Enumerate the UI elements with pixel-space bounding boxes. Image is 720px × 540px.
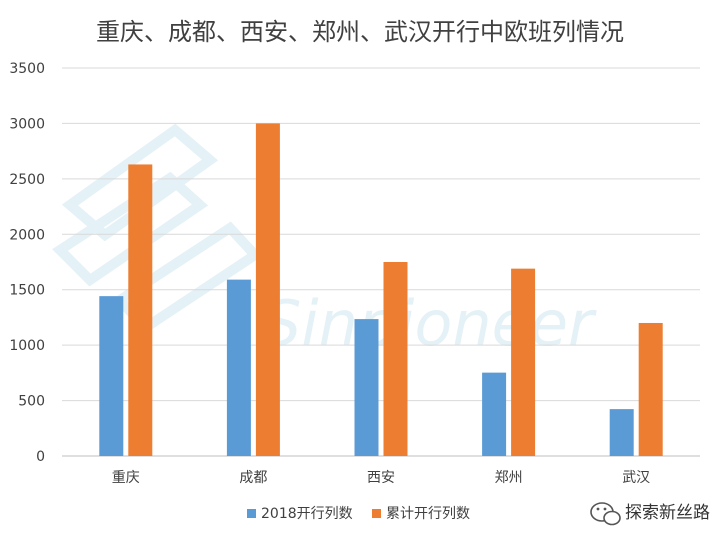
- y-tick-label: 500: [18, 394, 45, 410]
- bar-series2: [638, 322, 663, 456]
- bar-series1: [99, 296, 124, 456]
- legend-swatch: [247, 509, 256, 518]
- bars: [99, 123, 663, 456]
- bar-series1: [226, 279, 251, 456]
- bar-series1: [482, 372, 507, 456]
- bar-series2: [128, 164, 153, 456]
- gridlines: [62, 67, 700, 457]
- x-axis-ticks: 重庆 成都 西安 郑州 武汉: [112, 470, 650, 486]
- y-axis-ticks: 0 500 1000 1500 2000 2500 3000 3500: [9, 61, 45, 465]
- y-tick-label: 2500: [9, 172, 45, 188]
- x-tick-label: 重庆: [112, 470, 140, 486]
- y-tick-label: 1000: [9, 338, 45, 354]
- legend-label: 累计开行列数: [386, 506, 470, 522]
- bar-series1: [609, 409, 634, 456]
- bar-series2: [511, 268, 536, 456]
- chart-title: 重庆、成都、西安、郑州、武汉开行中欧班列情况: [96, 18, 624, 46]
- x-tick-label: 西安: [367, 470, 395, 486]
- wechat-icon: [590, 502, 621, 526]
- y-tick-label: 3000: [9, 116, 45, 132]
- y-tick-label: 3500: [9, 61, 45, 77]
- brand-label: 探索新丝路: [625, 503, 710, 523]
- bar-series2: [383, 262, 408, 456]
- y-tick-label: 2000: [9, 227, 45, 243]
- watermark-text: Sinpioneer: [262, 287, 597, 360]
- legend-swatch: [372, 509, 381, 518]
- y-tick-label: 0: [36, 449, 45, 465]
- x-tick-label: 成都: [239, 470, 267, 486]
- bar-series2: [255, 123, 280, 456]
- y-tick-label: 1500: [9, 283, 45, 299]
- brand-badge: 探索新丝路: [590, 502, 710, 526]
- x-tick-label: 郑州: [495, 470, 523, 486]
- legend-label: 2018开行列数: [261, 506, 353, 522]
- legend: 2018开行列数 累计开行列数: [247, 506, 470, 522]
- x-tick-label: 武汉: [622, 470, 650, 486]
- bar-series1: [354, 319, 379, 456]
